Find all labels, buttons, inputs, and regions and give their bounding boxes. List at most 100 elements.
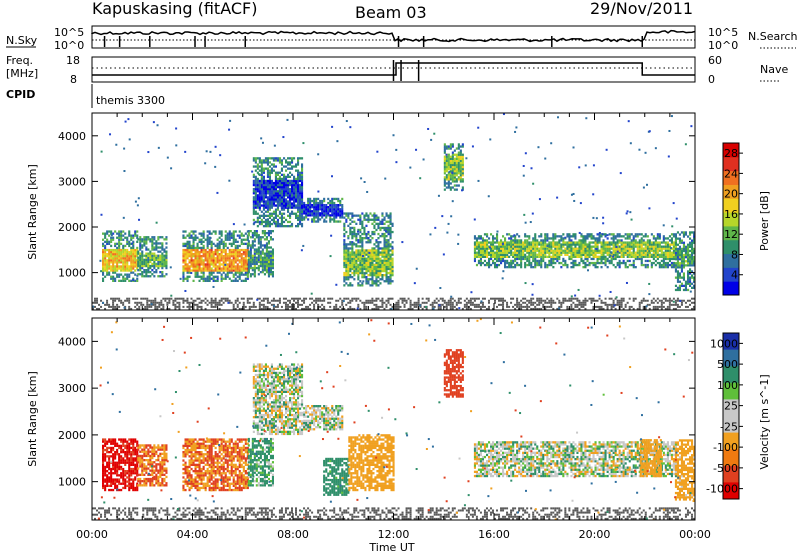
power-cell <box>676 299 679 302</box>
power-cell <box>159 258 162 261</box>
power-cell <box>305 208 308 211</box>
power-cell <box>147 254 150 257</box>
power-cell <box>638 307 641 310</box>
power-cell <box>610 253 613 256</box>
power-cell <box>459 163 462 167</box>
power-cell <box>445 159 448 162</box>
power-cell <box>283 188 286 191</box>
power-cell <box>558 305 561 308</box>
power-cell <box>228 299 231 302</box>
power-cell <box>584 241 587 244</box>
power-cell <box>479 243 482 246</box>
power-cell <box>528 245 531 248</box>
power-cell <box>204 250 207 254</box>
power-cell <box>272 307 275 310</box>
power-cell <box>276 186 279 189</box>
power-cell <box>582 299 585 302</box>
power-cell <box>114 279 117 282</box>
power-cell <box>285 225 288 228</box>
power-cell <box>299 216 302 219</box>
power-cell <box>278 204 281 207</box>
power-cell <box>387 220 390 223</box>
power-cell <box>534 245 537 248</box>
power-cell <box>234 277 237 280</box>
power-cell <box>548 255 551 258</box>
power-cell <box>157 256 160 259</box>
power-cell <box>638 241 641 244</box>
power-cell <box>130 261 133 264</box>
power-cell <box>311 301 314 304</box>
power-cell <box>307 199 310 203</box>
power-cell <box>552 241 555 244</box>
power-cell <box>610 305 613 308</box>
power-cell <box>165 246 168 249</box>
power-cell <box>251 232 254 235</box>
power-cell <box>266 183 269 187</box>
power-cell <box>288 299 291 302</box>
power-cell <box>602 251 605 254</box>
power-cell <box>494 247 497 250</box>
power-cell <box>299 194 302 197</box>
power-cell <box>331 297 334 300</box>
power-cell <box>297 190 300 193</box>
power-cell <box>276 299 279 302</box>
power-cell <box>214 248 217 252</box>
power-cell <box>516 245 519 248</box>
power-cell <box>640 253 643 256</box>
power-cell <box>530 249 533 252</box>
power-cell <box>367 230 370 234</box>
power-cell <box>265 262 268 266</box>
power-cell <box>552 259 555 263</box>
power-cell <box>343 263 346 266</box>
power-cell <box>266 192 269 195</box>
power-cell <box>536 241 539 244</box>
power-cell <box>391 241 394 244</box>
power-cell <box>487 307 490 310</box>
power-cell <box>260 210 263 213</box>
power-cell <box>299 177 302 181</box>
power-cell <box>228 277 231 280</box>
power-cell <box>104 248 107 252</box>
power-cell <box>528 263 531 267</box>
power-cell <box>278 212 281 215</box>
power-cell <box>149 258 152 261</box>
power-cell <box>283 212 286 215</box>
power-cell <box>157 242 160 245</box>
power-cell <box>333 305 336 308</box>
power-cell <box>592 253 595 256</box>
power-cell <box>268 181 271 185</box>
power-cell <box>270 167 273 170</box>
power-cell <box>114 305 117 308</box>
power-cell <box>337 204 340 207</box>
power-cell <box>266 225 269 228</box>
power-cell <box>385 255 388 258</box>
power-cell <box>224 299 227 302</box>
power-cell <box>210 277 213 280</box>
power-cell <box>311 206 314 209</box>
power-cell <box>141 252 144 255</box>
power-cell <box>686 305 689 308</box>
power-cell <box>528 255 531 258</box>
power-cell <box>190 257 193 260</box>
power-cell <box>259 244 262 247</box>
power-cell <box>192 238 195 241</box>
power-cell <box>236 234 239 237</box>
power-cell <box>210 255 213 258</box>
power-cell <box>272 169 275 172</box>
power-cell <box>359 307 362 310</box>
power-cell <box>357 263 360 266</box>
power-cell <box>650 299 653 302</box>
power-cell <box>514 266 517 269</box>
power-cell <box>604 243 607 246</box>
power-cell <box>614 237 617 240</box>
power-cell <box>151 252 154 255</box>
power-cell <box>270 196 273 199</box>
power-cell <box>116 246 119 250</box>
power-cell <box>628 241 631 244</box>
power-cell <box>132 234 135 237</box>
power-cell <box>528 247 531 250</box>
power-cell <box>126 250 129 254</box>
power-cell <box>220 273 223 276</box>
power-cell <box>106 230 109 233</box>
power-cell <box>200 242 203 245</box>
